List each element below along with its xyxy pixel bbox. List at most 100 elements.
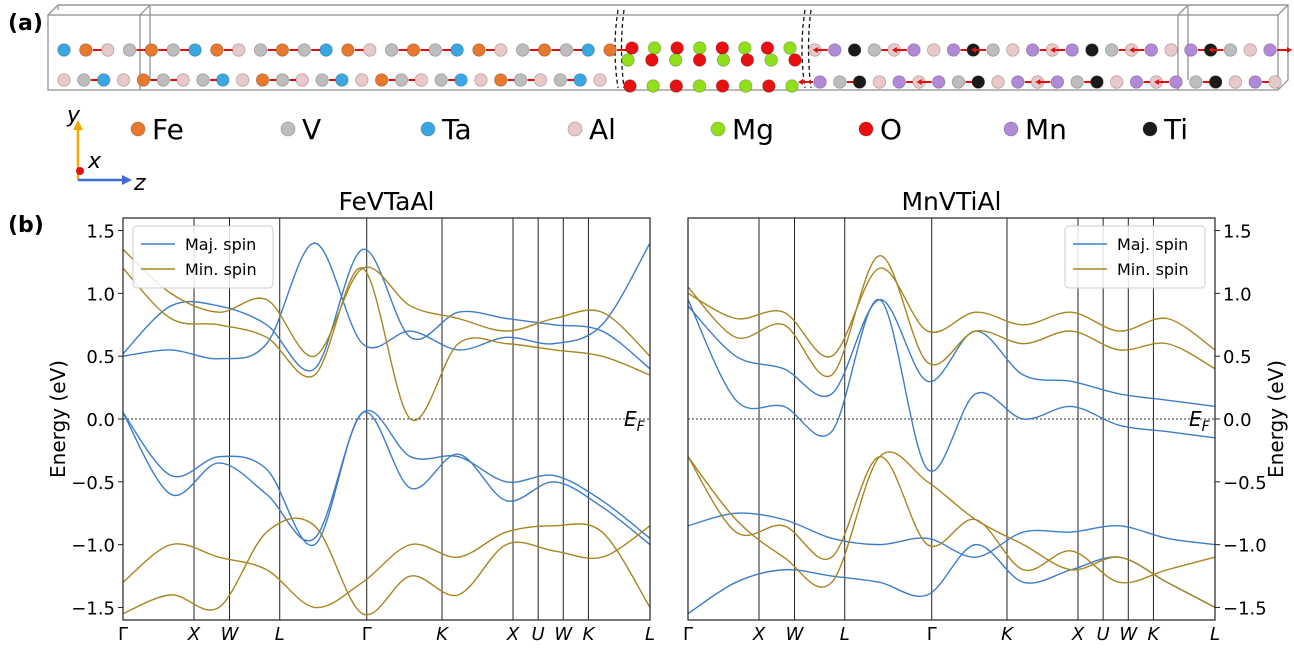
atom-v: [1105, 43, 1119, 57]
atom-fe: [210, 43, 224, 57]
atom-mg: [739, 79, 753, 93]
band-min-spin: [123, 267, 650, 422]
kpoint-label: K: [1148, 624, 1161, 645]
atom-mg: [738, 41, 752, 55]
atom-fe: [374, 73, 389, 87]
kpoint-label: X: [1071, 624, 1085, 645]
bands: [123, 242, 650, 616]
band-min-spin: [123, 248, 650, 357]
chart-legend: Maj. spin Min. spin: [1064, 225, 1206, 289]
y-tick-label: 1.0: [1223, 284, 1252, 305]
atom-v: [986, 43, 1000, 57]
atom-al: [116, 73, 131, 87]
atom-o: [788, 53, 802, 67]
atom-v: [833, 75, 847, 89]
atom-fe: [341, 43, 355, 57]
y-tick-label: −0.5: [71, 473, 115, 494]
atom-v: [77, 73, 91, 87]
fermi-label: EF: [624, 407, 646, 435]
atom-v: [867, 43, 882, 57]
axis-y-label: y: [66, 103, 81, 128]
atom-al: [363, 43, 377, 57]
atom-mn: [1050, 75, 1065, 89]
atom-mg: [621, 53, 635, 67]
legend-entry: Min. spin: [1117, 260, 1189, 279]
atom-al: [494, 43, 508, 57]
y-tick-label: 0.5: [86, 347, 115, 368]
bands: [688, 254, 1215, 615]
atom-mn: [907, 43, 921, 57]
y-tick-label: −0.5: [1223, 473, 1267, 494]
y-tick-label: 0.0: [86, 410, 115, 431]
chart-title: FeVTaAl: [339, 187, 435, 216]
atom-ti: [1090, 75, 1104, 89]
atom-mn: [1025, 43, 1040, 57]
atom-v: [394, 73, 409, 87]
atom-o: [669, 79, 683, 93]
atom-v: [166, 43, 180, 57]
y-tick-label: −1.5: [71, 598, 115, 619]
atom-fe: [472, 43, 486, 57]
panel-label-b: (b): [8, 213, 44, 238]
atom-fe: [79, 43, 93, 57]
atom-o: [715, 79, 730, 93]
legend-label-fe: Fe: [152, 113, 184, 146]
atom-v: [196, 73, 210, 87]
legend-swatch-ta: [420, 121, 436, 137]
atom-al: [295, 73, 309, 87]
atom-ti: [847, 43, 862, 57]
y-tick-label: −1.5: [1223, 598, 1267, 619]
atom-v: [434, 73, 448, 87]
atom-mg: [669, 53, 683, 67]
element-legend: Fe V Ta Al Mg O Mn Ti: [130, 113, 1188, 146]
atom-fe: [406, 43, 421, 57]
atom-al: [176, 73, 190, 87]
atom-ta: [573, 73, 587, 87]
atom-mg: [783, 41, 797, 55]
atom-mg: [692, 79, 707, 93]
atom-ta: [319, 43, 333, 57]
atom-v: [428, 43, 442, 57]
atom-v: [297, 43, 311, 57]
atom-al: [1268, 75, 1282, 89]
legend-label-al: Al: [589, 113, 616, 146]
legend-swatch-mg: [710, 121, 726, 137]
atom-o: [623, 79, 637, 93]
legend-entry: Min. spin: [185, 260, 257, 279]
legend-swatch-mn: [1003, 121, 1019, 137]
y-tick-label: 0.0: [1223, 410, 1252, 431]
legend-label-mn: Mn: [1025, 113, 1067, 146]
atom-mn: [1129, 75, 1144, 89]
atom-mn: [892, 75, 906, 89]
atom-mn: [1065, 43, 1079, 57]
atom-ta: [450, 43, 464, 57]
band-chart-fevtaal: FeVTaAl EF 1.5 1.0 0.5 0.0 −0.5 −1.0 −1.5 Energy …: [46, 187, 655, 645]
atom-mg: [785, 79, 799, 93]
atom-v: [553, 73, 567, 87]
atom-o: [740, 53, 754, 67]
atom-v: [315, 73, 329, 87]
band-maj-spin: [123, 242, 650, 360]
kpoint-label: K: [1001, 624, 1014, 645]
legend-label-ti: Ti: [1163, 113, 1188, 146]
atom-al: [1243, 43, 1257, 57]
atom-o: [760, 41, 775, 55]
kpoint-label: Γ: [683, 624, 693, 645]
atomic-structure: [47, 4, 1292, 93]
atom-mg: [716, 53, 731, 67]
y-tick-label: −1.0: [71, 536, 115, 557]
atom-mg: [646, 79, 660, 93]
legend-label-ta: Ta: [441, 113, 472, 146]
atom-mn: [813, 75, 827, 89]
band-min-spin: [688, 267, 1215, 358]
y-tick-label: 1.5: [1223, 222, 1252, 243]
fermi-label: EF: [1189, 407, 1211, 435]
legend-label-o: O: [880, 113, 902, 146]
atom-mn: [1263, 43, 1277, 57]
atom-mn: [946, 43, 961, 57]
atom-fe: [537, 43, 552, 57]
atom-ta: [57, 43, 71, 57]
atom-v: [513, 73, 528, 87]
atom-fe: [136, 73, 151, 87]
legend-entry: Maj. spin: [185, 235, 256, 254]
